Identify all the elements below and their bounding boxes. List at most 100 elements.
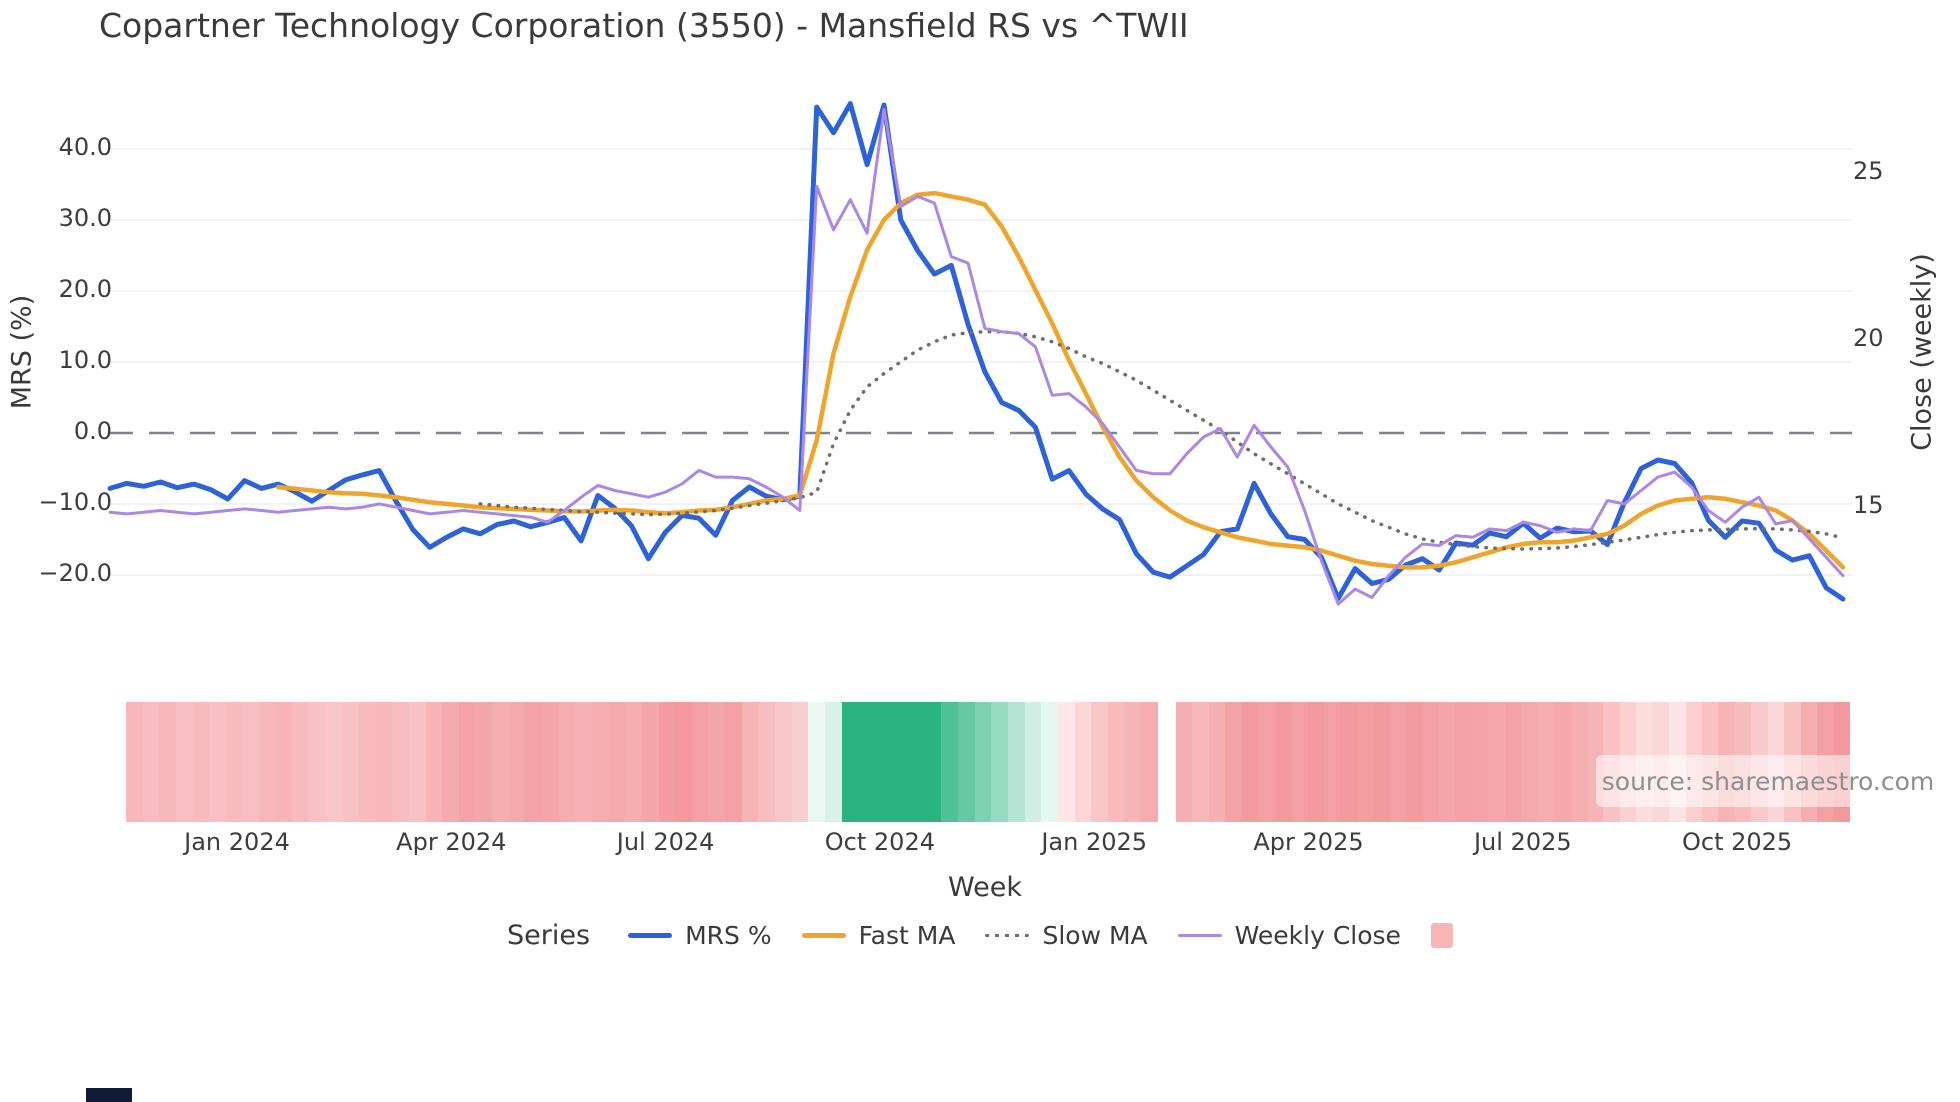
- x-tick: Jan 2025: [1041, 828, 1148, 856]
- heatmap-cell: [1091, 702, 1108, 822]
- heatmap-cell: [741, 702, 759, 822]
- heatmap-cell: [924, 702, 942, 822]
- heatmap-cell: [608, 702, 626, 822]
- heatmap-cell: [1504, 702, 1522, 822]
- heatmap-cell: [1373, 702, 1390, 822]
- heatmap-cell: [175, 702, 193, 822]
- heatmap-cell: [209, 702, 226, 822]
- left-tick: −20.0: [38, 559, 112, 587]
- line-swatch: [628, 933, 673, 938]
- heatmap-cell: [1208, 702, 1226, 822]
- heatmap-cell: [908, 702, 925, 822]
- heatmap-cell: [1041, 702, 1058, 822]
- left-tick: 30.0: [58, 204, 112, 232]
- series-weekly-close: [108, 108, 1845, 606]
- heatmap-cell: [941, 702, 959, 822]
- heatmap-cell: [575, 702, 592, 822]
- heatmap-cell: [292, 702, 310, 822]
- heatmap-cell: [874, 702, 892, 822]
- heatmap-cell: [1057, 702, 1075, 822]
- heatmap-cell: [259, 702, 276, 822]
- heatmap-cell: [774, 702, 792, 822]
- heatmap-cell: [625, 702, 642, 822]
- heatmap-cell: [542, 702, 559, 822]
- heatmap-cell: [508, 702, 526, 822]
- heatmap-cell: [824, 702, 842, 822]
- left-tick: 0.0: [73, 417, 112, 445]
- heatmap-cell: [142, 702, 160, 822]
- heatmap-cell: [1074, 702, 1092, 822]
- legend-title: Series: [507, 920, 591, 951]
- left-tick: 40.0: [58, 133, 112, 161]
- heatmap-cell: [126, 702, 143, 822]
- heatmap-cell: [725, 702, 742, 822]
- legend-label: Weekly Close: [1234, 921, 1401, 950]
- heatmap-cell: [242, 702, 260, 822]
- right-tick: 25: [1853, 157, 1884, 185]
- heatmap-cell: [1389, 702, 1407, 822]
- heatmap-cell: [808, 702, 825, 822]
- heatmap-cell: [1307, 702, 1324, 822]
- heatmap-cell: [591, 702, 609, 822]
- heatmap-cell: [1471, 702, 1489, 822]
- heatmap-cell: [1141, 702, 1158, 822]
- heatmap-cell: [1340, 702, 1357, 822]
- heatmap-cell: [1521, 702, 1538, 822]
- heatmap-cell: [891, 702, 909, 822]
- heatmap-cell: [558, 702, 576, 822]
- heatmap-cell: [1241, 702, 1259, 822]
- heatmap-cell: [408, 702, 426, 822]
- line-swatch: [985, 933, 1030, 938]
- x-tick: Apr 2024: [396, 828, 507, 856]
- heatmap-cell: [641, 702, 659, 822]
- heatmap-segment: [126, 702, 1158, 822]
- right-tick: 15: [1853, 491, 1884, 520]
- legend: Series MRS % Fast MA Slow MA Weekly Close: [0, 920, 1960, 951]
- bottom-left-artifact: [86, 1088, 132, 1102]
- legend-item-mrs-: MRS %: [628, 921, 772, 950]
- legend-label: MRS %: [685, 921, 772, 950]
- heatmap-cell: [225, 702, 243, 822]
- left-tick: 10.0: [58, 346, 112, 374]
- heatmap-cell: [858, 702, 875, 822]
- heatmap-cell: [658, 702, 676, 822]
- chart-title: Copartner Technology Corporation (3550) …: [99, 6, 1189, 45]
- heatmap-cell: [458, 702, 476, 822]
- left-tick: −10.0: [38, 488, 112, 516]
- line-swatch: [1177, 934, 1222, 937]
- heatmap-cell: [442, 702, 459, 822]
- heatmap-cell: [475, 702, 493, 822]
- heatmap-cell: [991, 702, 1008, 822]
- heatmap-cell: [425, 702, 443, 822]
- legend-item-weekly-close: Weekly Close: [1177, 921, 1401, 950]
- heatmap-cell: [1537, 702, 1555, 822]
- heatmap-cell: [192, 702, 210, 822]
- x-tick: Jul 2025: [1473, 828, 1572, 856]
- heatmap-cell: [841, 702, 859, 822]
- heatmap-cell: [1554, 702, 1571, 822]
- heatmap-cell: [758, 702, 775, 822]
- heatmap-cell: [958, 702, 975, 822]
- heatmap-cell: [1192, 702, 1209, 822]
- line-swatch: [801, 933, 846, 938]
- heatmap-cell: [525, 702, 543, 822]
- legend-item-slow-ma: Slow MA: [985, 921, 1148, 950]
- legend-label: Fast MA: [858, 921, 956, 950]
- heatmap-cell: [1274, 702, 1292, 822]
- heatmap-cell: [309, 702, 326, 822]
- heatmap-cell: [1176, 702, 1193, 822]
- heatmap-cell: [974, 702, 992, 822]
- heatmap-cell: [1258, 702, 1275, 822]
- legend-item-heatmap: [1430, 923, 1453, 948]
- heatmap-cell: [375, 702, 393, 822]
- legend-label: Slow MA: [1042, 921, 1148, 950]
- heatmap-cell: [358, 702, 376, 822]
- heatmap-cell: [1225, 702, 1242, 822]
- left-tick: 20.0: [58, 275, 112, 303]
- heatmap-cell: [1406, 702, 1423, 822]
- heatmap-cell: [159, 702, 176, 822]
- heatmap-cell: [275, 702, 293, 822]
- x-tick: Jan 2024: [184, 828, 290, 856]
